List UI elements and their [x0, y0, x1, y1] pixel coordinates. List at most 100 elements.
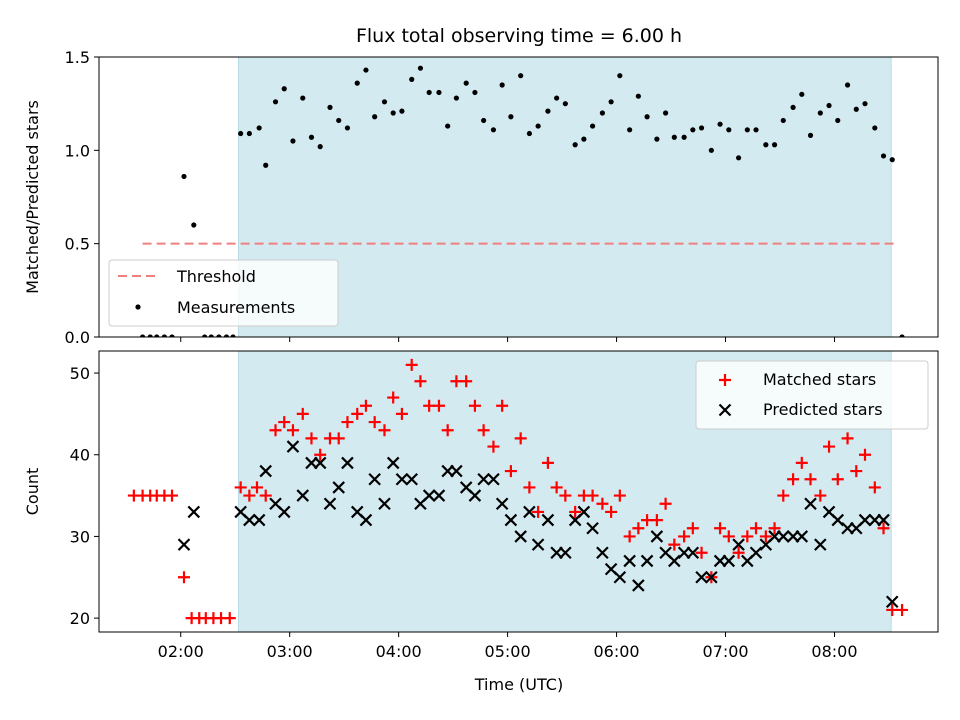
legend: Threshold Measurements	[108, 259, 339, 327]
data-point	[395, 472, 409, 486]
data-point	[445, 123, 451, 129]
x-tick-label: 04:00	[376, 642, 422, 661]
data-point	[562, 101, 568, 107]
data-point	[246, 130, 252, 137]
data-point	[191, 222, 197, 228]
y-tick-label: 1.0	[65, 141, 90, 160]
series-2	[177, 440, 899, 609]
x-tick-label: 05:00	[485, 642, 531, 661]
data-point	[514, 432, 527, 445]
data-point	[518, 73, 524, 79]
data-point	[487, 472, 500, 486]
data-point	[787, 473, 800, 486]
data-point	[559, 489, 572, 502]
data-point	[581, 136, 587, 142]
x-tick-label: 07:00	[702, 642, 748, 661]
y-tick-label: 0.5	[65, 235, 90, 254]
data-point	[323, 497, 337, 511]
data-point	[495, 497, 509, 511]
data-point	[460, 375, 473, 388]
series-1	[139, 65, 905, 337]
data-point	[608, 99, 614, 105]
data-point	[269, 424, 282, 437]
x-tick-label: 03:00	[267, 642, 313, 661]
data-point	[314, 448, 327, 461]
data-point	[623, 530, 636, 543]
data-point	[532, 505, 545, 518]
data-point	[695, 546, 708, 559]
data-point	[804, 497, 817, 511]
data-point	[499, 82, 505, 88]
data-point	[732, 538, 745, 551]
data-point	[344, 125, 351, 131]
data-point	[831, 513, 845, 527]
data-point	[714, 522, 727, 535]
data-point	[477, 424, 490, 437]
x-tick-label: 08:00	[811, 642, 857, 661]
data-point	[243, 513, 256, 527]
data-point	[586, 521, 599, 535]
data-point	[541, 513, 555, 527]
data-point	[705, 570, 718, 584]
data-point	[386, 456, 400, 470]
data-point	[744, 127, 750, 133]
plot-marks	[127, 358, 909, 625]
data-point	[596, 546, 609, 560]
data-point	[662, 110, 669, 116]
data-point	[686, 522, 699, 535]
data-point	[741, 530, 754, 543]
data-point	[181, 173, 187, 180]
data-point	[695, 570, 708, 584]
data-point	[351, 407, 364, 420]
data-point	[296, 407, 309, 420]
data-point	[850, 465, 863, 478]
data-point	[858, 513, 872, 527]
data-point	[795, 530, 809, 543]
data-point	[496, 399, 509, 412]
count-panel: 02:00 03:00 04:00 05:00 06:00 07:00 08:00 20 30 4…	[23, 350, 939, 661]
data-point	[817, 110, 823, 116]
data-point	[300, 95, 306, 101]
data-point	[799, 91, 805, 97]
data-point	[686, 546, 700, 560]
data-point	[450, 464, 463, 478]
data-point	[286, 424, 299, 437]
data-point	[223, 334, 230, 337]
data-point	[577, 505, 591, 519]
data-point	[296, 489, 310, 502]
data-point	[281, 86, 287, 92]
data-point	[381, 99, 388, 105]
data-point	[698, 125, 705, 131]
data-point	[259, 464, 272, 478]
data-point	[368, 416, 381, 429]
data-point	[359, 399, 372, 412]
data-point	[272, 99, 279, 105]
data-point	[763, 142, 769, 148]
data-point	[826, 102, 832, 109]
data-point	[414, 375, 427, 388]
data-point	[599, 110, 606, 116]
y-axis-label: Matched/Predicted stars	[23, 100, 42, 294]
data-point	[477, 472, 490, 486]
data-point	[853, 106, 859, 112]
data-point	[749, 546, 763, 560]
data-point	[541, 456, 554, 469]
data-point	[378, 424, 391, 437]
data-point	[759, 530, 772, 543]
data-point	[432, 489, 446, 502]
data-point	[263, 162, 269, 168]
data-point	[777, 489, 790, 502]
data-point	[613, 570, 627, 584]
data-point	[771, 142, 778, 148]
data-point	[278, 416, 291, 429]
data-point	[341, 456, 354, 470]
data-point	[795, 456, 808, 469]
data-point	[523, 505, 536, 519]
data-point	[650, 514, 663, 527]
data-point	[880, 153, 887, 159]
x-tick-label: 02:00	[158, 642, 204, 661]
data-point	[668, 554, 681, 568]
data-point	[243, 489, 256, 502]
data-point	[780, 117, 786, 124]
data-point	[390, 110, 396, 116]
